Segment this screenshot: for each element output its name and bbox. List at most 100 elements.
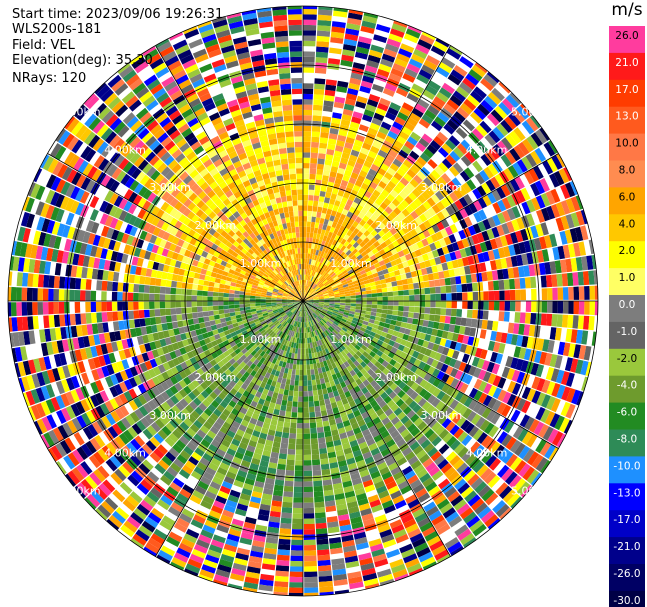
ray-gate — [480, 153, 492, 167]
ray-gate — [405, 205, 415, 214]
ray-gate — [314, 285, 319, 291]
ray-gate — [375, 329, 383, 336]
ray-gate — [331, 26, 346, 34]
ray-gate — [509, 301, 516, 312]
ray-gate — [553, 170, 565, 186]
ray-gate — [346, 199, 354, 207]
ray-gate — [518, 445, 531, 460]
ray-gate — [303, 491, 314, 498]
ray-gate — [573, 301, 580, 315]
ray-gate — [334, 234, 340, 242]
ray-gate — [359, 170, 368, 178]
ray-gate — [476, 432, 488, 444]
ray-gate — [427, 418, 438, 429]
ray-gate — [403, 121, 416, 132]
ray-gate — [356, 263, 363, 269]
ray-gate — [427, 226, 436, 236]
ray-gate — [315, 249, 320, 256]
ray-gate — [440, 198, 450, 208]
ray-gate — [307, 303, 313, 306]
ray-gate — [498, 342, 506, 354]
ray-gate — [417, 39, 433, 50]
ray-gate — [419, 34, 435, 45]
ray-gate — [333, 7, 348, 13]
ray-gate — [435, 66, 450, 78]
ray-gate — [337, 134, 347, 142]
ray-gate — [340, 238, 347, 245]
ray-gate — [343, 348, 350, 355]
ray-gate — [323, 164, 332, 172]
ray-gate — [265, 301, 272, 303]
ray-gate — [303, 189, 309, 195]
ray-gate — [492, 387, 502, 400]
ray-gate — [329, 215, 335, 222]
ray-gate — [345, 249, 352, 256]
ray-gate — [320, 463, 330, 470]
ray-gate — [487, 340, 496, 352]
ray-gate — [359, 219, 367, 227]
ray-gate — [355, 216, 362, 224]
ray-gate — [294, 353, 298, 360]
ray-gate — [351, 248, 359, 255]
ray-gate — [501, 197, 512, 210]
ray-gate — [392, 158, 403, 168]
ray-gate — [42, 302, 49, 315]
ray-gate — [308, 287, 313, 293]
ray-gate — [315, 317, 320, 323]
ray-gate — [341, 208, 349, 216]
ray-gate — [303, 465, 312, 471]
ray-gate — [346, 236, 353, 244]
ray-gate — [560, 371, 570, 386]
ray-gate — [285, 464, 295, 471]
ray-gate — [528, 264, 536, 277]
ray-gate — [319, 313, 325, 318]
ray-gate — [366, 293, 372, 298]
ray-gate — [323, 265, 328, 271]
ray-gate — [340, 119, 351, 127]
ray-gate — [578, 286, 585, 300]
ray-gate — [303, 93, 313, 100]
ray-gate — [549, 261, 557, 274]
ray-gate — [309, 232, 314, 239]
ray-gate — [332, 112, 342, 120]
ray-gate — [81, 372, 90, 385]
ray-gate — [453, 111, 466, 123]
ray-gate — [389, 189, 399, 199]
ray-gate — [438, 147, 449, 158]
ray-gate — [436, 380, 446, 391]
ray-gate — [228, 293, 235, 298]
ray-gate — [531, 288, 537, 301]
ray-gate — [310, 427, 317, 434]
ray-gate — [352, 338, 359, 345]
ray-gate — [399, 327, 406, 334]
ray-gate — [306, 293, 311, 298]
ray-gate — [341, 54, 354, 62]
ray-gate — [318, 297, 325, 300]
ray-gate — [466, 94, 480, 107]
ray-gate — [277, 420, 284, 427]
ray-gate — [467, 301, 473, 310]
ray-gate — [306, 286, 310, 292]
ray-gate — [512, 478, 526, 492]
ray-gate — [433, 454, 446, 466]
ray-gate — [59, 276, 66, 289]
ray-gate — [322, 420, 330, 427]
ray-gate — [440, 363, 449, 373]
ray-gate — [360, 25, 375, 34]
ray-gate — [406, 168, 417, 179]
ray-gate — [446, 48, 462, 60]
ray-gate — [345, 301, 351, 304]
ray-gate — [477, 221, 487, 232]
ray-gate — [446, 261, 454, 270]
ray-gate — [319, 142, 328, 149]
ray-gate — [311, 454, 320, 461]
ray-gate — [435, 361, 444, 371]
ray-gate — [519, 414, 531, 428]
ray-gate — [446, 348, 455, 358]
ray-gate — [303, 412, 310, 418]
ray-gate — [366, 270, 373, 276]
ray-gate — [409, 178, 419, 188]
ray-gate — [307, 304, 312, 308]
ray-gate — [321, 264, 326, 270]
ray-gate — [461, 283, 468, 292]
